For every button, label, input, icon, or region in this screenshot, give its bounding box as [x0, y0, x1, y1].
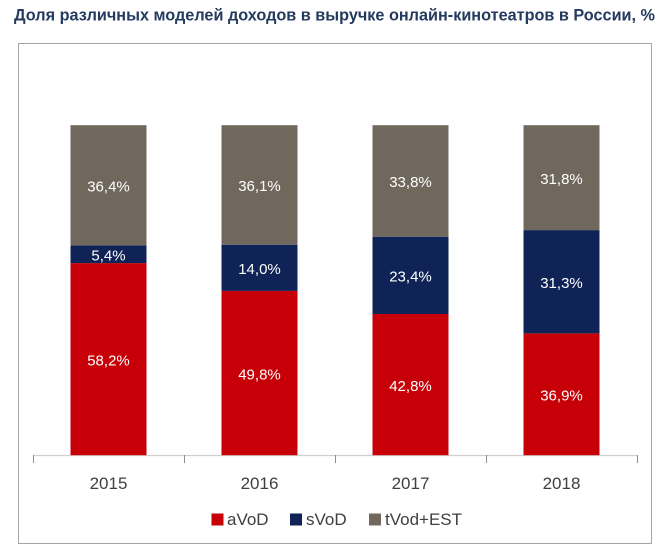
svg-text:49,8%: 49,8% — [238, 366, 281, 383]
svg-text:31,8%: 31,8% — [540, 171, 583, 188]
svg-text:14,0%: 14,0% — [238, 261, 281, 278]
svg-text:36,9%: 36,9% — [540, 388, 583, 405]
svg-text:36,1%: 36,1% — [238, 178, 281, 195]
svg-text:Доля различных моделей доходов: Доля различных моделей доходов в выручке… — [14, 7, 655, 25]
svg-text:aVoD: aVoD — [227, 510, 269, 529]
svg-text:sVoD: sVoD — [306, 510, 347, 529]
svg-text:2015: 2015 — [90, 474, 128, 493]
svg-text:36,4%: 36,4% — [87, 179, 130, 196]
svg-text:58,2%: 58,2% — [87, 353, 130, 370]
svg-text:31,3%: 31,3% — [540, 275, 583, 292]
svg-text:33,8%: 33,8% — [389, 174, 432, 191]
svg-text:42,8%: 42,8% — [389, 378, 432, 395]
svg-text:5,4%: 5,4% — [91, 248, 125, 265]
svg-text:2018: 2018 — [543, 474, 581, 493]
svg-text:2017: 2017 — [392, 474, 430, 493]
svg-text:tVod+EST: tVod+EST — [385, 510, 462, 529]
svg-text:2016: 2016 — [241, 474, 279, 493]
svg-text:23,4%: 23,4% — [389, 269, 432, 286]
